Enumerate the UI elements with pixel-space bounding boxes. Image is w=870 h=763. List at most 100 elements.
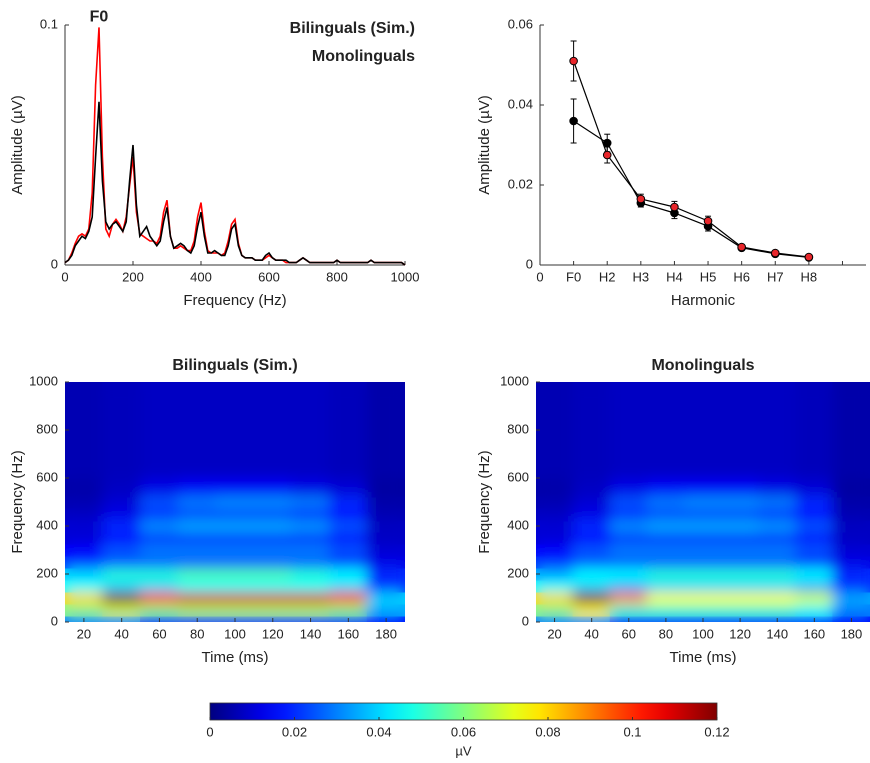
y-axis-label: Amplitude (µV) (476, 95, 493, 195)
heatmap-cell-smooth (572, 531, 611, 545)
heatmap-cell-smooth (366, 555, 405, 569)
heatmap-cell-smooth (832, 555, 870, 569)
heatmap-cell-smooth (572, 591, 611, 605)
panel-title: Monolinguals (651, 357, 754, 374)
heatmap-cell-smooth (65, 382, 104, 479)
heatmap-cell-smooth (609, 477, 648, 497)
colorbar-tick-label: 0.02 (282, 724, 307, 739)
harmonic-point (670, 202, 679, 212)
heatmap-cell-smooth (291, 555, 330, 569)
heatmap-smooth (65, 382, 405, 622)
heatmap-cell-smooth (832, 543, 870, 557)
x-tick-label: 120 (729, 626, 751, 641)
y-tick-label: 0 (51, 256, 58, 271)
legend-entry: Monolinguals (312, 48, 415, 65)
heatmap-cell-smooth (328, 531, 368, 545)
heatmap-cell-smooth (609, 591, 648, 605)
heatmap-cell-smooth (65, 567, 104, 581)
y-tick-label: 400 (507, 517, 529, 532)
heatmap-cell-smooth (140, 507, 179, 521)
x-axis-label: Frequency (Hz) (183, 292, 286, 309)
heatmap-cell-smooth (328, 477, 368, 497)
x-tick-label: 140 (766, 626, 788, 641)
heatmap-cell-smooth (609, 579, 648, 593)
heatmap-cell-smooth (646, 531, 685, 545)
heatmap-cell-smooth (215, 507, 255, 521)
heatmap-cell-smooth (683, 531, 723, 545)
heatmap-cell-smooth (65, 603, 104, 617)
heatmap-cell-smooth (536, 567, 574, 581)
heatmap-cell-smooth (366, 567, 405, 581)
heatmap-cell-smooth (65, 543, 104, 557)
heatmap-cell-smooth (572, 507, 611, 521)
heatmap-cell-smooth (215, 543, 255, 557)
heatmap-cell-smooth (795, 531, 834, 545)
heatmap-cell-smooth (177, 591, 217, 605)
x-tick-label: 140 (300, 626, 322, 641)
heatmap-cell-smooth (646, 477, 685, 497)
x-tick-label: 40 (114, 626, 128, 641)
harmonic-point (602, 150, 612, 160)
heatmap-cell-smooth (102, 531, 142, 545)
colorbar-tick-label: 0.12 (704, 724, 729, 739)
heatmap-cell-smooth (536, 555, 574, 569)
y-tick-label: 1000 (500, 373, 529, 388)
y-tick-label: 200 (36, 565, 58, 580)
x-tick-label: 60 (622, 626, 636, 641)
heatmap-cell-smooth (832, 507, 870, 521)
heatmap-cell-smooth (646, 519, 685, 533)
heatmap-cell-smooth (177, 567, 217, 581)
heatmap-cell-smooth (683, 543, 723, 557)
heatmap-cell-smooth (366, 543, 405, 557)
heatmap-cell-smooth (253, 531, 293, 545)
heatmap-cell-smooth (177, 579, 217, 593)
x-tick-label: 600 (258, 269, 280, 284)
spectrum-line (64, 101, 406, 266)
x-tick-label: 160 (803, 626, 825, 641)
heatmap-cell-smooth (65, 477, 104, 497)
heatmap-cell-smooth (102, 382, 142, 479)
heatmap-cell-smooth (177, 519, 217, 533)
heatmap-cell-smooth (572, 477, 611, 497)
heatmap-cell-smooth (253, 555, 293, 569)
heatmap-cell-smooth (572, 543, 611, 557)
heatmap-cell-smooth (536, 591, 574, 605)
heatmap-cell-smooth (253, 543, 293, 557)
heatmap-cell-smooth (721, 555, 760, 569)
heatmap-cell-smooth (215, 555, 255, 569)
heatmap-cell-smooth (609, 495, 648, 509)
heatmap-cell-smooth (366, 477, 405, 497)
heatmap-cell-smooth (328, 603, 368, 617)
x-tick-label: 0 (536, 269, 543, 284)
heatmap-cell-smooth (572, 579, 611, 593)
heatmap-cell-smooth (366, 579, 405, 593)
x-tick-label: 160 (337, 626, 359, 641)
heatmap-cell-smooth (758, 382, 797, 479)
heatmap-cell-smooth (253, 519, 293, 533)
heatmap-cell-smooth (291, 567, 330, 581)
heatmap-cell-smooth (328, 495, 368, 509)
heatmap-cell-smooth (177, 531, 217, 545)
heatmap-cell-smooth (65, 555, 104, 569)
heatmap-cell-smooth (721, 567, 760, 581)
y-axis-label: Amplitude (µV) (9, 95, 26, 195)
heatmap-cell-smooth (291, 579, 330, 593)
heatmap-cell-smooth (177, 477, 217, 497)
x-tick-label: H3 (633, 269, 650, 284)
heatmap-cell-smooth (215, 603, 255, 617)
heatmap-cell-smooth (609, 531, 648, 545)
heatmap-cell-smooth (253, 477, 293, 497)
heatmap-cell-smooth (536, 495, 574, 509)
heatmap-cell-smooth (572, 603, 611, 617)
heatmap-cell-smooth (140, 519, 179, 533)
harmonic-point (636, 194, 646, 204)
heatmap-cell-smooth (572, 519, 611, 533)
colorbar-tick-label: 0 (206, 724, 213, 739)
heatmap-cell-smooth (609, 603, 648, 617)
heatmap-cell-smooth (366, 519, 405, 533)
heatmap-cell-smooth (795, 591, 834, 605)
heatmap-cell-smooth (721, 495, 760, 509)
x-tick-label: 60 (152, 626, 166, 641)
heatmap-cell-smooth (646, 579, 685, 593)
